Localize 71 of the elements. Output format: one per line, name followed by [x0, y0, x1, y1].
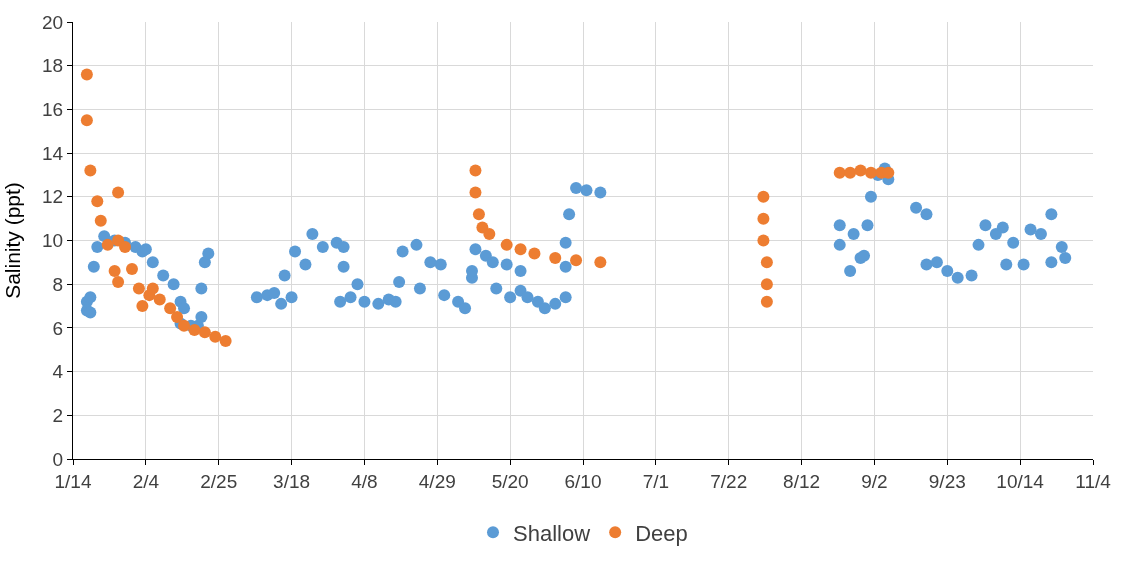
- x-tick-label: 7/1: [642, 470, 670, 492]
- point: [101, 238, 114, 251]
- point: [108, 265, 121, 278]
- point: [136, 300, 149, 313]
- point: [91, 195, 104, 208]
- x-tick-label: 6/10: [564, 470, 602, 492]
- point: [209, 330, 222, 343]
- x-tick-label: 2/25: [200, 470, 238, 492]
- x-tick-label: 4/8: [351, 470, 378, 492]
- x-tick-label: 5/20: [491, 470, 529, 492]
- y-tick-label: 6: [52, 317, 64, 339]
- point: [844, 166, 857, 179]
- point: [146, 282, 159, 295]
- y-tick-label: 14: [42, 142, 64, 164]
- y-tick-label: 18: [42, 55, 64, 77]
- point: [854, 164, 867, 177]
- point: [112, 276, 125, 289]
- x-tick-label: 11/4: [1075, 470, 1112, 492]
- point: [500, 238, 513, 251]
- x-tick-label: 3/18: [273, 470, 311, 492]
- point: [219, 335, 232, 347]
- point: [469, 186, 482, 199]
- x-tick-label: 9/23: [928, 470, 966, 492]
- point: [198, 326, 211, 339]
- point: [178, 319, 191, 332]
- point: [125, 262, 138, 275]
- x-tick-label: 9/2: [861, 470, 888, 492]
- point: [514, 243, 527, 256]
- point: [760, 278, 773, 291]
- point: [164, 302, 177, 315]
- point: [760, 256, 773, 269]
- point: [84, 164, 97, 177]
- point: [80, 68, 93, 81]
- point: [864, 166, 877, 179]
- point: [757, 234, 770, 247]
- point: [94, 214, 107, 227]
- point: [469, 164, 482, 177]
- point: [112, 186, 125, 199]
- point: [472, 208, 485, 221]
- legend-label: Deep: [635, 520, 688, 546]
- x-tick-label: 8/12: [783, 470, 821, 492]
- point: [119, 241, 132, 254]
- point: [132, 282, 145, 295]
- y-tick-label: 20: [42, 11, 64, 33]
- x-tick-label: 10/14: [996, 470, 1045, 492]
- point: [80, 114, 93, 127]
- legend-label: Shallow: [513, 520, 591, 546]
- y-tick-label: 4: [52, 361, 64, 383]
- point: [757, 190, 770, 203]
- x-tick-label: 1/14: [54, 470, 92, 492]
- y-tick-label: 10: [42, 230, 64, 252]
- y-tick-label: 0: [52, 448, 64, 470]
- y-tick-label: 2: [52, 404, 64, 426]
- y-tick-label: 12: [42, 186, 64, 208]
- point: [549, 251, 562, 264]
- y-axis-title: Salinity (ppt): [1, 182, 25, 299]
- point: [528, 247, 541, 260]
- point: [483, 227, 496, 240]
- point: [188, 324, 201, 337]
- x-tick-label: 2/4: [132, 470, 160, 492]
- x-tick-label: 7/22: [710, 470, 748, 492]
- y-tick-label: 16: [42, 99, 64, 121]
- x-tick-label: 4/29: [418, 470, 456, 492]
- y-tick-label: 8: [52, 273, 64, 295]
- point: [570, 254, 583, 267]
- point: [153, 293, 166, 306]
- point: [171, 310, 184, 323]
- point: [760, 295, 773, 308]
- point: [757, 212, 770, 225]
- point: [594, 256, 607, 269]
- point: [833, 166, 846, 179]
